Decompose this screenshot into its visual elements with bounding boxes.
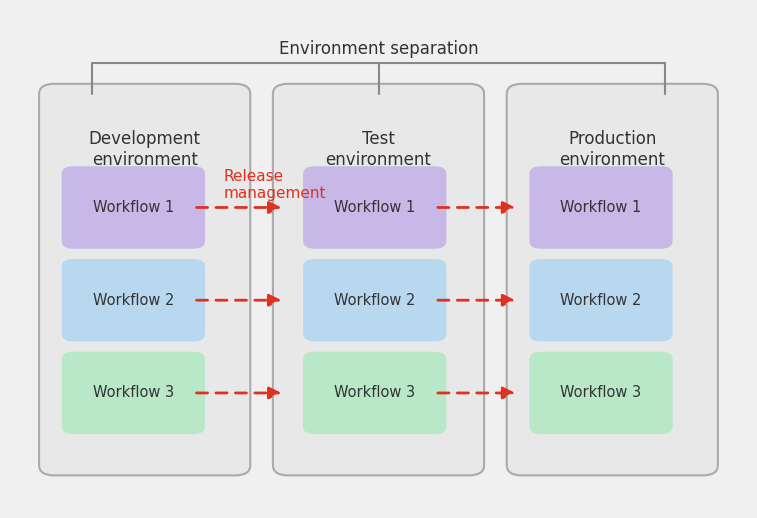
FancyBboxPatch shape xyxy=(506,84,718,476)
Text: Workflow 1: Workflow 1 xyxy=(334,200,416,215)
FancyBboxPatch shape xyxy=(39,84,251,476)
Text: Workflow 2: Workflow 2 xyxy=(92,293,174,308)
Text: Production
environment: Production environment xyxy=(559,130,665,169)
FancyBboxPatch shape xyxy=(62,259,205,341)
Text: Workflow 3: Workflow 3 xyxy=(93,385,174,400)
Text: Workflow 3: Workflow 3 xyxy=(560,385,642,400)
Text: Workflow 2: Workflow 2 xyxy=(334,293,416,308)
Text: Workflow 1: Workflow 1 xyxy=(560,200,642,215)
FancyBboxPatch shape xyxy=(529,352,673,434)
FancyBboxPatch shape xyxy=(62,352,205,434)
Text: Workflow 3: Workflow 3 xyxy=(334,385,416,400)
Text: Release
management: Release management xyxy=(224,169,326,201)
Text: Workflow 2: Workflow 2 xyxy=(560,293,642,308)
FancyBboxPatch shape xyxy=(303,352,447,434)
FancyBboxPatch shape xyxy=(303,259,447,341)
Text: Workflow 1: Workflow 1 xyxy=(93,200,174,215)
FancyBboxPatch shape xyxy=(273,84,484,476)
FancyBboxPatch shape xyxy=(529,259,673,341)
FancyBboxPatch shape xyxy=(62,166,205,249)
FancyBboxPatch shape xyxy=(529,166,673,249)
Text: Development
environment: Development environment xyxy=(89,130,201,169)
Text: Environment separation: Environment separation xyxy=(279,40,478,58)
FancyBboxPatch shape xyxy=(303,166,447,249)
Text: Test
environment: Test environment xyxy=(326,130,431,169)
